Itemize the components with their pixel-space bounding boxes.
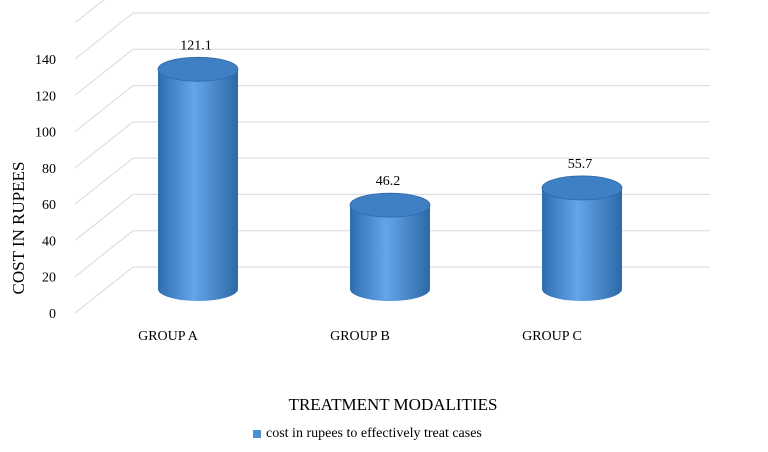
data-label: 46.2 bbox=[376, 174, 401, 189]
x-tick-label: GROUP A bbox=[138, 329, 199, 344]
gridline-diagonal bbox=[74, 12, 134, 60]
bar bbox=[157, 56, 239, 301]
y-tick-label: 60 bbox=[42, 198, 56, 213]
x-axis-ticks: GROUP A GROUP B GROUP C bbox=[138, 329, 582, 344]
data-label: 121.1 bbox=[180, 38, 212, 53]
bar-top bbox=[541, 175, 623, 201]
y-tick-label: 0 bbox=[49, 307, 56, 322]
legend-label: cost in rupees to effectively treat case… bbox=[266, 426, 482, 441]
y-axis-title: COST IN RUPEES bbox=[9, 162, 28, 295]
data-label: 55.7 bbox=[568, 157, 593, 172]
gridline-diagonal bbox=[74, 266, 134, 314]
bar-top bbox=[157, 56, 239, 82]
chart-bars: 121.1 46.2 55.7 bbox=[157, 38, 623, 301]
x-tick-label: GROUP B bbox=[330, 329, 390, 344]
gridline-diagonal bbox=[74, 157, 134, 205]
gridline-diagonal bbox=[74, 230, 134, 278]
gridline-diagonal bbox=[74, 0, 105, 24]
gridline-diagonal bbox=[74, 85, 134, 132]
bar-body bbox=[542, 187, 622, 301]
y-axis-ticks: 0 20 40 60 80 100 120 140 bbox=[35, 53, 56, 322]
x-axis-title: TREATMENT MODALITIES bbox=[289, 395, 498, 414]
gridline-diagonal bbox=[74, 48, 134, 96]
bar-body bbox=[350, 205, 430, 301]
x-tick-label: GROUP C bbox=[522, 329, 582, 344]
y-tick-label: 20 bbox=[42, 271, 56, 286]
gridline-diagonal bbox=[74, 121, 134, 169]
y-tick-label: 120 bbox=[35, 89, 56, 104]
bar-body bbox=[158, 69, 238, 301]
gridline-diagonal bbox=[74, 194, 134, 241]
y-tick-label: 80 bbox=[42, 162, 56, 177]
legend-swatch bbox=[253, 430, 261, 438]
y-tick-label: 40 bbox=[42, 234, 56, 249]
bar bbox=[349, 192, 431, 301]
y-tick-label: 100 bbox=[35, 126, 56, 141]
bar bbox=[541, 175, 623, 301]
chart-legend: cost in rupees to effectively treat case… bbox=[253, 426, 482, 442]
bar-top bbox=[349, 192, 431, 218]
y-tick-label: 140 bbox=[35, 53, 56, 68]
